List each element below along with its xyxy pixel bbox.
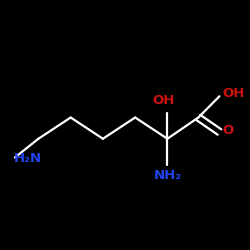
Text: O: O xyxy=(222,124,233,136)
Text: OH: OH xyxy=(152,94,175,108)
Text: OH: OH xyxy=(222,87,244,100)
Text: NH₂: NH₂ xyxy=(153,169,182,182)
Text: H₂N: H₂N xyxy=(14,152,42,165)
